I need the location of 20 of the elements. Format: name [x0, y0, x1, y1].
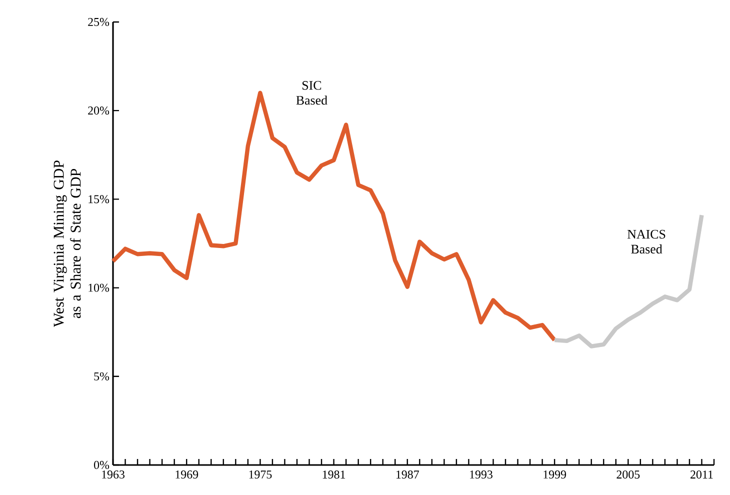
y-tick-label: 15%: [88, 195, 110, 204]
x-tick-label: 2005: [616, 470, 640, 479]
y-tick-label: 25%: [88, 18, 110, 26]
line-series: [110, 90, 557, 342]
y-axis-title: West Virginia Mining GDP as a Share of State GDP: [54, 160, 81, 327]
x-tick-label: 2011: [690, 470, 713, 479]
y-tick-label: 20%: [88, 106, 110, 115]
x-tick-label: 1999: [544, 470, 566, 479]
text: NAICS Based: [627, 230, 666, 254]
x-tick-label: 1963: [102, 470, 124, 479]
y-tick-label: 10%: [88, 284, 110, 292]
x-tick-label: 1993: [470, 470, 492, 479]
x-tick-label: 1981: [322, 470, 346, 479]
y-tick-label: 5%: [94, 372, 110, 380]
line-series: [552, 213, 704, 348]
x-tick-label: 1987: [396, 470, 419, 479]
x-tick-label: 1975: [249, 470, 272, 479]
text: SIC Based: [296, 81, 328, 105]
x-tick-label: 1969: [176, 470, 198, 479]
y-tick-label: 0%: [94, 460, 110, 470]
